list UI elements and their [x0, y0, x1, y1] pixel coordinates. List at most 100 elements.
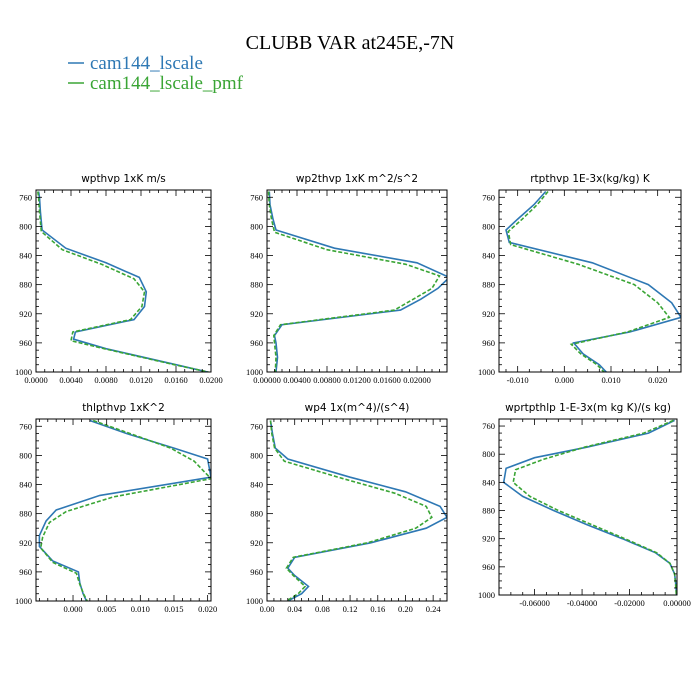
- y-tick-label: 880: [482, 280, 495, 290]
- x-tick-label: 0.0200: [199, 375, 222, 385]
- y-tick-label: 920: [250, 309, 263, 319]
- y-tick-label: 920: [250, 538, 263, 548]
- legend-entry-1: cam144_lscale: [68, 53, 203, 74]
- series-line-2: [37, 191, 209, 372]
- y-tick-label: 920: [482, 309, 495, 319]
- series-line-2: [267, 191, 441, 372]
- figure-title: CLUBB VAR at245E,-7N: [246, 32, 455, 54]
- x-tick-label: 0.010: [601, 375, 620, 385]
- y-tick-label: 800: [19, 450, 32, 460]
- y-tick-label: 960: [482, 338, 495, 348]
- x-tick-label: 0.24: [426, 604, 442, 614]
- y-tick-label: 760: [19, 421, 32, 431]
- x-tick-label: 0.00000: [253, 375, 281, 385]
- y-tick-label: 960: [250, 567, 263, 577]
- y-tick-label: 800: [482, 221, 495, 231]
- series-line-2: [507, 190, 671, 372]
- legend-label-1: cam144_lscale: [90, 53, 203, 74]
- legend-entry-2: cam144_lscale_pmf: [68, 73, 244, 94]
- y-tick-label: 800: [250, 221, 263, 231]
- y-tick-label: 760: [19, 192, 32, 202]
- x-tick-label: 0.0120: [129, 375, 152, 385]
- x-tick-label: -0.04000: [567, 598, 597, 608]
- y-tick-label: 1000: [246, 367, 263, 377]
- x-tick-label: 0.08: [315, 604, 330, 614]
- x-tick-label: 0.04: [287, 604, 303, 614]
- y-tick-label: 760: [250, 192, 263, 202]
- panel-title: thlpthvp 1xK^2: [82, 402, 165, 414]
- legend: cam144_lscale cam144_lscale_pmf: [68, 53, 244, 94]
- panel-title: wp4 1x(m^4)/(s^4): [305, 402, 410, 414]
- y-tick-label: 920: [19, 538, 32, 548]
- panel-1: wpthvp 1xK m/s76080084088092096010000.00…: [15, 173, 223, 385]
- y-tick-label: 840: [19, 480, 32, 490]
- x-tick-label: 0.010: [131, 604, 150, 614]
- x-tick-label: -0.010: [507, 375, 529, 385]
- x-tick-label: 0.020: [648, 375, 667, 385]
- x-tick-label: 0.00000: [663, 598, 691, 608]
- x-tick-label: 0.20: [398, 604, 413, 614]
- series-line-1: [268, 191, 447, 372]
- y-tick-label: 1000: [246, 596, 263, 606]
- x-tick-label: 0.01600: [373, 375, 401, 385]
- panel-title: wprtpthlp 1-E-3x(m kg K)/(s kg): [505, 402, 671, 414]
- y-tick-label: 880: [482, 506, 495, 516]
- y-tick-label: 880: [19, 509, 32, 519]
- panel-frame: [35, 189, 212, 373]
- y-tick-label: 1000: [478, 367, 495, 377]
- x-tick-label: 0.12: [343, 604, 358, 614]
- series-line-1: [38, 419, 211, 601]
- series-line-1: [269, 420, 447, 601]
- panel-frame: [35, 418, 212, 602]
- panel-3: rtpthvp 1E-3x(kg/kg) K 760 800 840 880 920 960…: [478, 173, 682, 385]
- y-tick-label: 920: [482, 534, 495, 544]
- x-tick-label: 0.0160: [164, 375, 187, 385]
- x-tick-label: 0.000: [555, 375, 574, 385]
- panel-title: rtpthvp 1E-3x(kg/kg) K: [530, 173, 651, 185]
- y-tick-label: 800: [482, 449, 495, 459]
- y-tick-label: 880: [19, 280, 32, 290]
- y-tick-label: 840: [482, 251, 495, 261]
- x-tick-label: 0.16: [370, 604, 385, 614]
- y-tick-label: 960: [19, 338, 32, 348]
- y-tick-label: 800: [250, 450, 263, 460]
- x-tick-label: 0.00400: [283, 375, 311, 385]
- x-tick-label: -0.06000: [519, 598, 549, 608]
- y-tick-label: 840: [19, 251, 32, 261]
- series-line-2: [512, 419, 677, 595]
- y-tick-label: 960: [19, 567, 32, 577]
- y-tick-label: 760: [482, 192, 495, 202]
- x-tick-label: 0.0000: [24, 375, 47, 385]
- panel-4: thlpthvp 1xK^2 760 800 840 880 920 960 1000 0.00…: [15, 402, 217, 614]
- y-tick-label: 1000: [15, 367, 32, 377]
- y-tick-label: 840: [250, 251, 263, 261]
- series-line-1: [37, 191, 208, 372]
- panels: wpthvp 1xK m/s76080084088092096010000.00…: [15, 173, 691, 614]
- y-tick-label: 960: [482, 562, 495, 572]
- x-tick-label: 0.01200: [343, 375, 371, 385]
- panel-frame: [266, 189, 448, 373]
- panel-6: wprtpthlp 1-E-3x(m kg K)/(s kg) 760 800 840…: [478, 402, 691, 608]
- y-tick-label: 800: [19, 221, 32, 231]
- panel-5: wp4 1x(m^4)/(s^4)76080084088092096010000…: [246, 402, 448, 614]
- y-tick-label: 760: [482, 421, 495, 431]
- panel-title: wpthvp 1xK m/s: [81, 173, 166, 185]
- x-tick-label: 0.020: [198, 604, 217, 614]
- x-tick-label: 0.005: [97, 604, 116, 614]
- x-tick-label: 0.02000: [403, 375, 431, 385]
- panel-frame: [498, 189, 682, 373]
- y-tick-label: 1000: [15, 596, 32, 606]
- x-tick-label: 0.015: [164, 604, 183, 614]
- y-tick-label: 880: [250, 509, 263, 519]
- x-tick-label: 0.00: [260, 604, 275, 614]
- x-tick-label: 0.000: [63, 604, 82, 614]
- y-tick-label: 920: [19, 309, 32, 319]
- y-tick-label: 840: [482, 477, 495, 487]
- x-tick-label: 0.0040: [59, 375, 82, 385]
- x-tick-label: 0.0080: [94, 375, 117, 385]
- panel-frame: [498, 418, 678, 596]
- y-tick-label: 760: [250, 421, 263, 431]
- series-line-2: [39, 419, 211, 601]
- series-line-2: [269, 420, 433, 601]
